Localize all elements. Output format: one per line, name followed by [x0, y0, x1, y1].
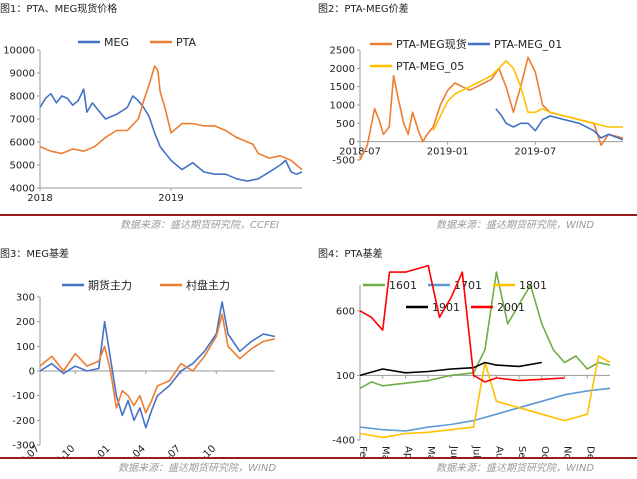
fig4-source: 数据来源：盛达期货研究院，WIND	[436, 463, 595, 474]
series-line-1	[39, 88, 303, 182]
y-tick-label: 6000	[10, 138, 35, 149]
fig1-title: 图1：PTA、MEG现货价格	[0, 4, 118, 15]
y-tick-label: 200	[16, 317, 35, 328]
series-line-4	[359, 361, 542, 377]
fig4-title: 图4：PTA基差	[318, 249, 383, 260]
y-tick-label: 7000	[10, 115, 35, 126]
y-tick-label: 2500	[330, 46, 355, 57]
fig3-chart: -300-200-10001002003002018-072018-102019…	[5, 278, 276, 457]
y-tick-label: 0	[29, 367, 35, 378]
fig2-source: 数据来源：盛达期货研究院，WIND	[436, 220, 595, 231]
x-tick-label: 2019-01	[427, 147, 469, 158]
fig4-separator	[318, 457, 637, 459]
x-tick-label: 2019-07	[146, 443, 183, 457]
y-tick-label: 1000	[330, 101, 355, 112]
y-tick-label: 500	[336, 119, 355, 130]
y-tick-label: 100	[16, 342, 35, 353]
fig3-source: 数据来源：盛达期货研究院，WIND	[118, 463, 277, 474]
legend-label-2: PTA	[176, 36, 196, 49]
y-tick-label: -300	[12, 441, 35, 452]
x-tick-label: Nov	[562, 446, 573, 457]
x-tick-label: 2018	[27, 193, 52, 204]
x-tick-label: 2018-07	[339, 147, 381, 158]
y-tick-label: 10000	[3, 46, 35, 57]
x-tick-label: 2019-10	[181, 443, 218, 457]
x-tick-label: 2019-01	[75, 443, 112, 457]
x-tick-label: 2019-04	[111, 443, 148, 457]
fig1-separator	[0, 214, 318, 216]
legend-label-1: 1601	[389, 279, 417, 292]
legend-label-5: 2001	[497, 301, 525, 314]
y-tick-label: 0	[349, 137, 355, 148]
legend-label-2: 1701	[454, 279, 482, 292]
fig4-panel: 图4：PTA基差 数据来源：盛达期货研究院，WIND -400 100 600 Feb…	[318, 245, 637, 479]
series-line-5	[359, 264, 565, 383]
fig1-panel: 图1：PTA、MEG现货价格 数据来源：盛达期货研究院，CCFEI 4000 50…	[0, 0, 318, 232]
y-tick-label: 100	[336, 371, 355, 382]
y-tick-label: 9000	[10, 69, 35, 80]
y-tick-label: 4000	[10, 184, 35, 195]
y-tick-label: -400	[332, 436, 355, 447]
x-tick-label: Dec	[584, 446, 595, 457]
fig3-panel: 图3：MEG基差 数据来源：盛达期货研究院，WIND -300 -200 -100 0…	[0, 245, 318, 479]
x-tick-label: 2019	[158, 193, 183, 204]
legend-label-2: PTA-MEG_01	[494, 38, 562, 51]
series-line-2	[359, 387, 611, 432]
fig4-chart: -400 100 600 Feb Mar Apr May Jun Jul Aug Sep Oct Nov…	[332, 264, 611, 457]
legend-label-1: PTA-MEG现货	[396, 37, 467, 51]
y-tick-label: 300	[16, 293, 35, 304]
fig1-source: 数据来源：盛达期货研究院，CCFEI	[120, 220, 279, 231]
y-tick-label: 2000	[330, 64, 355, 75]
x-tick-label: Sep	[516, 446, 527, 457]
series-line-3	[359, 355, 611, 439]
series-line-2	[39, 65, 303, 171]
x-tick-label: 2019-07	[514, 147, 556, 158]
y-tick-label: 5000	[10, 161, 35, 172]
x-tick-label: Feb	[357, 446, 368, 457]
fig1-chart: 4000 5000 6000 7000 8000 9000 10000 2018 2019 MEG…	[3, 36, 303, 204]
x-tick-label: Jul	[471, 445, 482, 457]
fig2-chart: -500 0 500 1000 1500 2000 2500 2018-07 2019-01 20…	[330, 37, 624, 167]
x-tick-label: 2018-10	[40, 443, 77, 457]
legend-label-1: 期货主力	[88, 278, 132, 292]
fig2-separator	[318, 214, 637, 216]
fig2-title: 图2：PTA-MEG价差	[318, 4, 409, 15]
y-tick-label: 600	[336, 306, 355, 317]
y-tick-label: 1500	[330, 82, 355, 93]
x-tick-label: Apr	[402, 446, 413, 457]
x-tick-label: Mar	[380, 446, 391, 457]
y-tick-label: -200	[12, 416, 35, 427]
legend-label-3: 1801	[519, 279, 547, 292]
y-tick-label: -100	[12, 391, 35, 402]
x-tick-label: Aug	[493, 446, 504, 457]
x-tick-label: Jun	[448, 445, 459, 457]
fig3-separator	[0, 457, 318, 459]
y-tick-label: 8000	[10, 92, 35, 103]
series-line-2	[495, 108, 624, 141]
series-line-3	[432, 60, 623, 132]
series-line-1	[39, 301, 276, 429]
fig2-panel: 图2：PTA-MEG价差 数据来源：盛达期货研究院，WIND -500 0 500 1…	[318, 0, 637, 232]
x-tick-label: Oct	[539, 446, 550, 457]
x-tick-label: May	[425, 446, 436, 457]
series-line-1	[359, 271, 611, 389]
legend-label-2: 村盘主力	[186, 278, 230, 292]
legend-label-3: PTA-MEG_05	[396, 60, 464, 73]
legend-label-1: MEG	[104, 36, 129, 49]
series-line-2	[39, 313, 276, 414]
fig3-title: 图3：MEG基差	[0, 249, 70, 260]
y-tick-label: -500	[332, 156, 355, 167]
